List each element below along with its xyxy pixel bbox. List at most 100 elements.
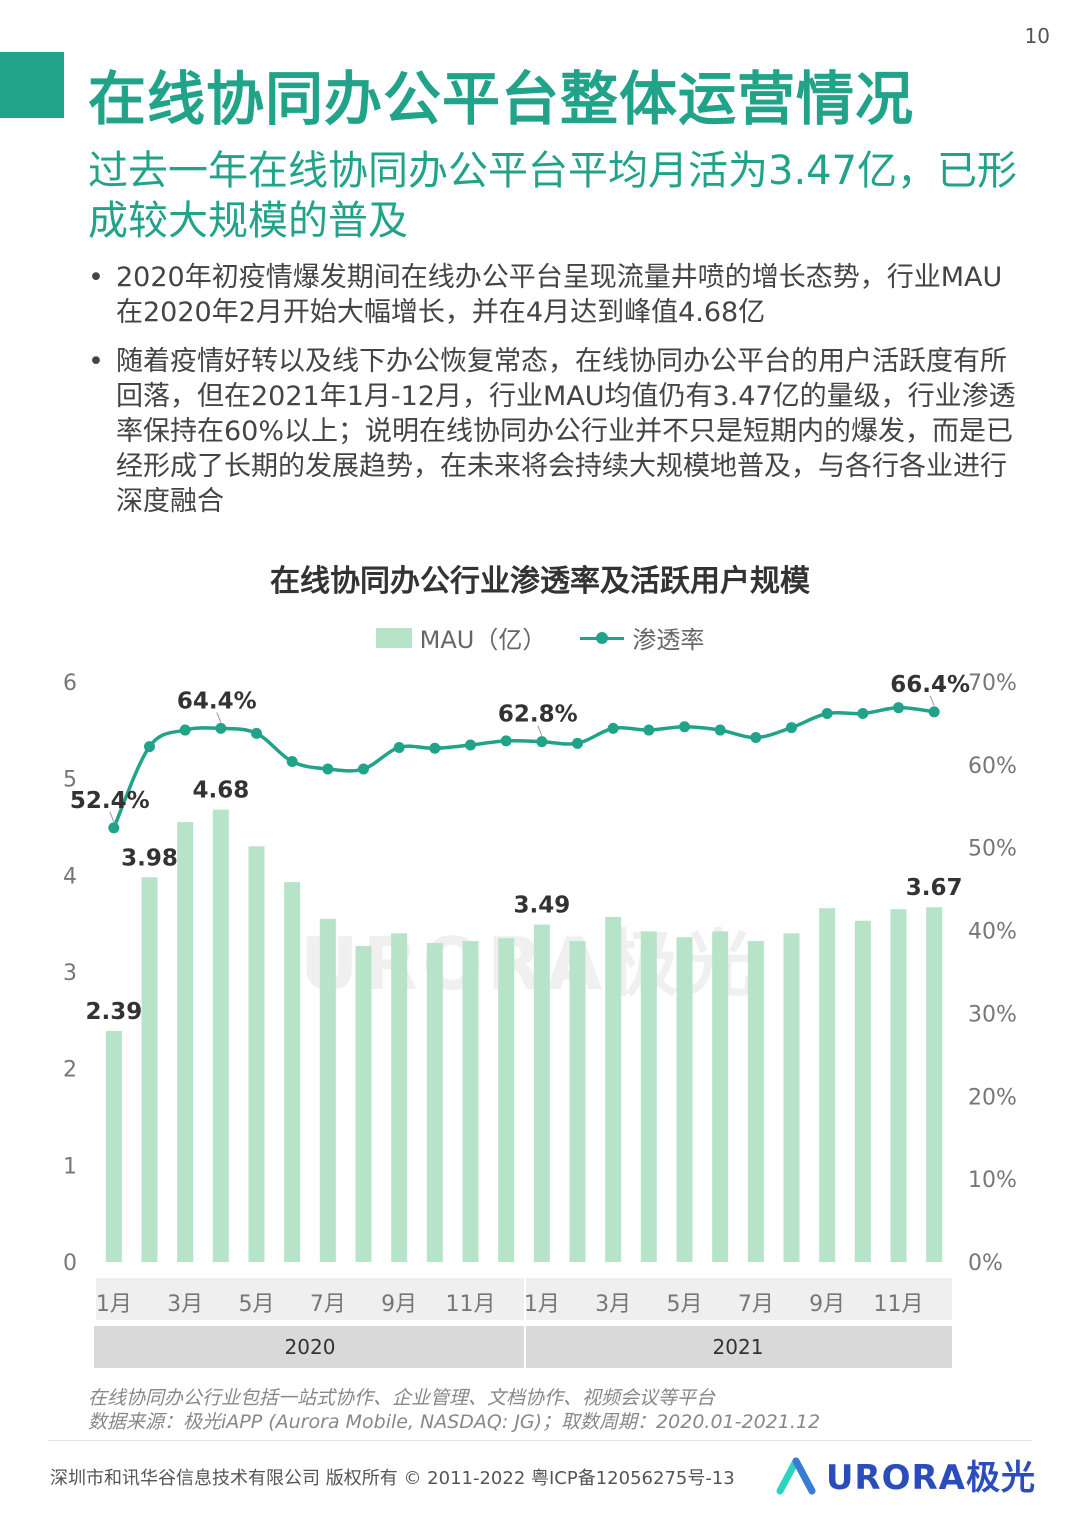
- mau-bar: [926, 907, 943, 1262]
- y-left-tick-label: 3: [63, 961, 77, 986]
- penetration-point: [322, 763, 334, 775]
- mau-bar: [783, 933, 800, 1262]
- bar-data-label: 3.49: [513, 893, 570, 919]
- title-accent-bar: [0, 52, 64, 118]
- penetration-point: [251, 727, 262, 739]
- brand-text: URORA极光: [825, 1458, 1036, 1498]
- penetration-point: [821, 707, 833, 719]
- x-group-label: 2021: [713, 1335, 764, 1359]
- legend-item-mau: MAU（亿）: [375, 620, 547, 655]
- brand-logo: URORA极光: [776, 1450, 1036, 1499]
- mau-bar: [105, 1030, 122, 1262]
- mau-bar: [676, 937, 693, 1262]
- y-right-tick-label: 70%: [968, 671, 1017, 696]
- bar-data-label: 4.68: [192, 778, 249, 804]
- bar-data-label: 2.39: [85, 999, 142, 1025]
- footer-copyright: 深圳市和讯华谷信息技术有限公司 版权所有 © 2011-2022 粤ICP备12…: [50, 1468, 735, 1489]
- mau-bar: [819, 908, 836, 1262]
- legend-line-swatch: [580, 628, 625, 648]
- y-right-tick-label: 0%: [968, 1251, 1003, 1276]
- penetration-point: [465, 739, 476, 751]
- line-label-leader: [216, 712, 222, 723]
- x-tick-label: 1月: [96, 1292, 132, 1317]
- legend-label-penetration: 渗透率: [632, 626, 705, 654]
- x-tick-label: 7月: [738, 1292, 774, 1317]
- mau-bar: [177, 822, 194, 1262]
- bullet-item: • 随着疫情好转以及线下办公恢复常态，在线协同办公平台的用户活跃度有所回落，但在2…: [88, 344, 1018, 519]
- penetration-point: [108, 822, 120, 834]
- x-tick-label: 1月: [524, 1292, 560, 1317]
- mau-bar: [747, 941, 764, 1262]
- legend-label-mau: MAU（亿）: [419, 626, 547, 654]
- mau-bar: [141, 877, 158, 1262]
- y-left-tick-label: 6: [63, 671, 77, 696]
- mau-bar: [533, 924, 550, 1262]
- penetration-point: [500, 735, 512, 747]
- bullet-list: • 2020年初疫情爆发期间在线办公平台呈现流量井喷的增长态势，行业MAU在202…: [88, 260, 1018, 533]
- penetration-point: [358, 763, 369, 775]
- penetration-point: [714, 724, 726, 736]
- bullet-item: • 2020年初疫情爆发期间在线办公平台呈现流量井喷的增长态势，行业MAU在202…: [88, 260, 1018, 330]
- bullet-text: 随着疫情好转以及线下办公恢复常态，在线协同办公平台的用户活跃度有所回落，但在20…: [116, 346, 1016, 517]
- mau-bar: [462, 941, 479, 1262]
- y-left-tick-label: 4: [63, 864, 77, 889]
- penetration-point: [607, 722, 619, 734]
- page-title: 在线协同办公平台整体运营情况: [88, 65, 915, 133]
- x-tick-label: 5月: [667, 1292, 703, 1317]
- line-label-leader: [929, 695, 935, 707]
- note-scope: 在线协同办公行业包括一站式协作、企业管理、文档协作、视频会议等平台: [88, 1387, 716, 1409]
- mau-bar: [712, 931, 729, 1262]
- line-label-leader: [109, 811, 115, 823]
- mau-bar: [284, 882, 301, 1262]
- page-subtitle: 过去一年在线协同办公平台平均月活为3.47亿，已形成较大规模的普及: [88, 148, 1018, 244]
- y-right-tick-label: 30%: [968, 1002, 1017, 1027]
- y-right-tick-label: 50%: [968, 837, 1017, 862]
- line-data-label: 66.4%: [890, 672, 970, 698]
- penetration-point: [179, 724, 191, 736]
- penetration-point: [750, 732, 762, 744]
- mau-bar: [319, 918, 336, 1262]
- x-tick-label: 3月: [595, 1292, 631, 1317]
- mau-bar: [212, 809, 229, 1262]
- x-tick-label: 11月: [874, 1292, 924, 1317]
- chart-notes: 在线协同办公行业包括一站式协作、企业管理、文档协作、视频会议等平台 数据来源：极…: [88, 1386, 820, 1434]
- y-right-tick-label: 20%: [968, 1085, 1017, 1110]
- page-number: 10: [1024, 24, 1050, 48]
- y-left-tick-label: 1: [63, 1154, 77, 1179]
- y-right-tick-label: 40%: [968, 920, 1017, 945]
- y-left-tick-label: 5: [63, 768, 77, 793]
- legend-item-penetration: 渗透率: [580, 620, 704, 655]
- penetration-point: [215, 722, 227, 734]
- penetration-point: [786, 722, 797, 734]
- mau-bar: [890, 909, 907, 1262]
- aurora-logo-icon: [776, 1457, 816, 1494]
- chart-legend: MAU（亿） 渗透率: [0, 620, 1080, 655]
- group-axis-band: [94, 1326, 952, 1368]
- line-data-label: 62.8%: [498, 702, 578, 728]
- penetration-point: [857, 707, 869, 719]
- x-group-label: 2020: [285, 1335, 336, 1359]
- y-left-tick-label: 2: [63, 1058, 77, 1083]
- penetration-point: [286, 756, 298, 768]
- note-source: 数据来源：极光iAPP (Aurora Mobile, NASDAQ: JG)；…: [88, 1411, 821, 1433]
- mau-bar: [426, 943, 443, 1262]
- bullet-text: 2020年初疫情爆发期间在线办公平台呈现流量井喷的增长态势，行业MAU在2020…: [116, 262, 1003, 328]
- mau-bar: [248, 846, 265, 1262]
- penetration-point: [144, 741, 155, 753]
- mau-bar: [355, 945, 372, 1262]
- x-tick-label: 9月: [381, 1292, 417, 1317]
- penetration-point: [429, 742, 441, 754]
- footer-divider: [48, 1440, 1032, 1441]
- mau-bar: [569, 941, 586, 1262]
- line-label-leader: [537, 725, 543, 736]
- x-tick-label: 5月: [239, 1292, 275, 1317]
- mau-bar: [605, 916, 622, 1262]
- mau-bar: [640, 931, 657, 1262]
- penetration-point: [643, 724, 655, 736]
- bar-data-label: 3.67: [906, 875, 963, 901]
- line-data-label: 64.4%: [177, 688, 257, 714]
- penetration-point: [572, 737, 583, 749]
- y-right-tick-label: 10%: [968, 1168, 1017, 1193]
- penetration-point: [393, 741, 405, 753]
